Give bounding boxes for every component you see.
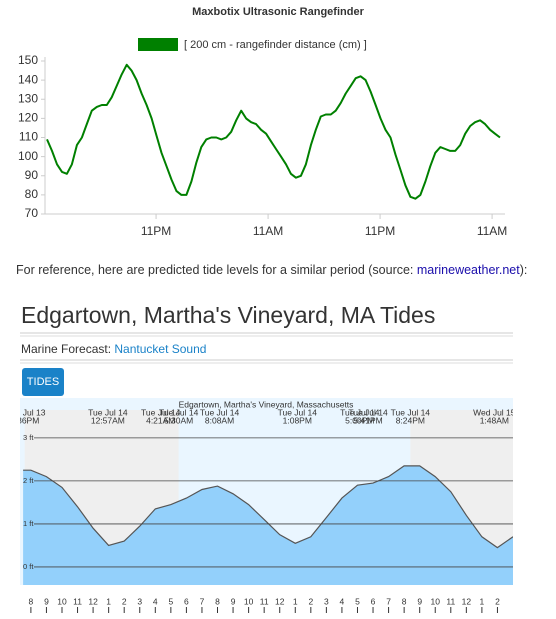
x-tick-label: 1 (293, 596, 298, 606)
reference-text: For reference, here are predicted tide l… (16, 263, 417, 277)
x-tick-label: 5 (355, 596, 360, 606)
x-axis-band (20, 585, 513, 619)
x-tick-label: 4 (340, 596, 345, 606)
x-tick-label: 12 (275, 596, 285, 606)
event-label: 5:30AM (164, 415, 193, 425)
tide-chart-title: Edgartown, Martha's Vineyard, Massachuse… (179, 399, 354, 409)
event-label: 8:08AM (205, 415, 234, 425)
x-tick-label: 1 (480, 596, 485, 606)
event-label: Tue Jul 14 (278, 407, 318, 417)
event-label: Tue Jul 14 (159, 407, 199, 417)
x-tick-label: 2 (308, 596, 313, 606)
event-label: Tue Jul 14 (88, 407, 128, 417)
x-tick-label: 4 (153, 596, 158, 606)
forecast-link[interactable]: Nantucket Sound (114, 342, 206, 356)
x-tick-label: 11 (260, 596, 269, 606)
tide-area (23, 465, 513, 585)
y-tick-label: 100 (18, 149, 38, 163)
y-tick-label: 2 ft (23, 476, 34, 485)
tides-tab-label[interactable]: TIDES (27, 376, 59, 388)
y-tick-label: 90 (25, 168, 39, 182)
event-label: Tue Jul 14 (141, 407, 181, 417)
event-label: 12:57AM (91, 415, 125, 425)
event-label: Tue Jul 14 (348, 407, 388, 417)
x-tick-label: 9 (44, 596, 49, 606)
event-label: 4:21AM (146, 415, 175, 425)
x-tick-label: 11AM (477, 224, 507, 238)
reference-text: For reference, here are predicted tide l… (16, 263, 527, 277)
tides-title: Edgartown, Martha's Vineyard, MA Tides (21, 302, 435, 328)
event-label: 1:08PM (283, 415, 312, 425)
chart-title: Maxbotix Ultrasonic Rangefinder (192, 6, 364, 18)
event-label: Tue Jul 14 (200, 407, 240, 417)
x-tick-label: 5 (168, 596, 173, 606)
y-tick-label: 3 ft (23, 433, 34, 442)
legend-swatch (138, 38, 178, 51)
x-tick-label: 2 (122, 596, 127, 606)
forecast-label: Marine Forecast: Nantucket Sound (21, 342, 206, 356)
x-tick-label: 3 (324, 596, 329, 606)
event-label: 5:09PM (345, 415, 374, 425)
x-tick-label: 9 (231, 596, 236, 606)
event-label: 1:48AM (480, 415, 509, 425)
event-label: 7:36PM (10, 415, 39, 425)
tides-panel: Edgartown, Martha's Vineyard, MA Tides M… (4, 302, 516, 619)
y-tick-label: 130 (18, 91, 38, 105)
x-tick-label: 11PM (365, 224, 395, 238)
y-tick-label: 0 ft (23, 562, 34, 571)
reference-text: ): (520, 263, 528, 277)
legend-label: [ 200 cm - rangefinder distance (cm) ] (184, 39, 367, 51)
event-label: Mon Jul 13 (4, 407, 46, 417)
x-tick-label: 6 (371, 596, 376, 606)
x-tick-label: 11 (73, 596, 82, 606)
y-tick-label: 110 (19, 130, 38, 144)
x-tick-label: 12 (462, 596, 472, 606)
y-tick-label: 70 (25, 206, 39, 220)
x-tick-label: 8 (215, 596, 220, 606)
event-label: Tue Jul 14 (391, 407, 431, 417)
x-tick-label: 3 (137, 596, 142, 606)
y-tick-label: 140 (18, 72, 38, 86)
y-tick-label: 150 (18, 53, 38, 67)
x-tick-label: 10 (244, 596, 254, 606)
event-label: 5:41PM (353, 415, 382, 425)
x-tick-label: 11 (446, 596, 455, 606)
x-tick-label: 11PM (141, 224, 171, 238)
x-tick-label: 8 (29, 596, 34, 606)
x-tick-label: 8 (402, 596, 407, 606)
y-tick-label: 120 (18, 111, 38, 125)
x-tick-label: 9 (417, 596, 422, 606)
x-tick-label: 7 (200, 596, 205, 606)
x-tick-label: 10 (57, 596, 67, 606)
data-line (46, 63, 501, 200)
forecast-label: Marine Forecast: (21, 342, 114, 356)
x-tick-label: 6 (184, 596, 189, 606)
tides-tab[interactable] (22, 368, 64, 396)
event-label: 8:24PM (396, 415, 425, 425)
y-tick-label: 80 (25, 187, 39, 201)
x-tick-label: 12 (88, 596, 98, 606)
y-tick-label: 1 ft (23, 519, 34, 528)
source-link[interactable]: marineweather.net (417, 263, 520, 277)
x-tick-label: 7 (386, 596, 391, 606)
tide-line (23, 465, 513, 549)
x-tick-label: 11AM (253, 224, 283, 238)
event-label: Tue Jul 14 (340, 407, 380, 417)
x-tick-label: 2 (495, 596, 500, 606)
x-tick-label: 10 (431, 596, 441, 606)
event-label: Wed Jul 15 (473, 407, 516, 417)
x-tick-label: 1 (106, 596, 111, 606)
